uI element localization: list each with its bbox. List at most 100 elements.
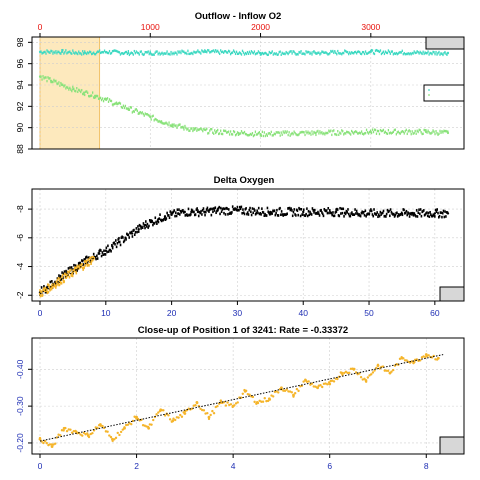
data-sample [135, 227, 138, 230]
data-sample [434, 52, 436, 56]
data-sample [77, 52, 79, 56]
data-sample [355, 130, 358, 134]
data-sample [66, 85, 68, 89]
data-sample [96, 254, 98, 258]
data-sample [199, 51, 201, 54]
data-sample [290, 207, 292, 210]
data-sample [63, 52, 65, 55]
data-sample [404, 130, 406, 133]
data-sample [306, 51, 308, 54]
data-sample [325, 131, 327, 135]
data-sample [252, 134, 255, 138]
data-sample [84, 263, 87, 267]
data-sample [262, 211, 265, 214]
data-sample [47, 76, 49, 79]
data-sample [107, 244, 109, 248]
data-sample [346, 130, 348, 134]
data-sample [280, 53, 282, 57]
data-sample [140, 112, 142, 115]
panel-3-grid [32, 338, 464, 454]
data-sample [377, 215, 379, 219]
data-sample [201, 213, 203, 216]
data-sample [243, 53, 246, 56]
data-sample [111, 50, 114, 53]
data-sample [382, 50, 385, 53]
data-sample [407, 52, 409, 55]
data-sample [437, 211, 439, 215]
data-sample [415, 209, 418, 212]
data-sample [53, 78, 55, 82]
data-sample [60, 52, 62, 55]
data-sample [238, 208, 240, 212]
data-sample [212, 131, 214, 134]
data-sample [235, 50, 238, 54]
data-sample [162, 122, 164, 125]
data-sample [403, 208, 405, 212]
data-sample [44, 76, 46, 79]
data-sample [186, 52, 188, 56]
panel-2-frame [31, 188, 465, 302]
data-sample [374, 128, 377, 132]
data-sample [443, 215, 446, 219]
data-sample [159, 120, 161, 124]
data-sample [356, 132, 359, 135]
data-sample [301, 52, 303, 56]
data-sample [57, 82, 59, 86]
data-sample [420, 214, 423, 218]
data-sample [73, 263, 75, 267]
tick-label-x: 0 [38, 308, 43, 318]
data-sample [275, 211, 277, 215]
data-sample [303, 52, 305, 55]
data-sample [177, 416, 180, 419]
data-sample [137, 230, 140, 233]
data-sample [182, 125, 184, 129]
data-sample [169, 53, 171, 56]
data-sample [151, 219, 153, 223]
data-sample [196, 50, 198, 54]
data-sample [70, 88, 72, 91]
data-sample [376, 49, 379, 52]
data-sample [267, 53, 269, 56]
data-sample [431, 131, 433, 134]
data-sample [376, 129, 379, 133]
data-sample [211, 128, 213, 131]
data-sample [245, 207, 247, 210]
data-sample [255, 52, 258, 55]
data-sample [278, 131, 280, 135]
data-sample [63, 270, 66, 273]
data-sample [143, 224, 146, 227]
data-sample [205, 208, 208, 211]
tick-label-x: 0 [38, 461, 43, 471]
data-sample [312, 50, 314, 54]
data-sample [261, 207, 263, 210]
data-sample [206, 127, 208, 130]
data-sample [91, 52, 94, 55]
data-sample [296, 133, 298, 137]
data-sample [115, 101, 118, 104]
data-sample [408, 52, 410, 56]
data-sample [81, 266, 84, 270]
data-sample [128, 53, 131, 57]
data-sample [266, 53, 268, 57]
data-sample [141, 226, 144, 229]
data-sample [152, 418, 155, 422]
series-1-dense-band [39, 48, 449, 57]
data-sample [336, 377, 339, 381]
data-sample [45, 441, 48, 445]
data-sample [57, 282, 59, 285]
data-sample [358, 50, 361, 54]
data-sample [427, 211, 430, 215]
data-sample [229, 52, 232, 56]
data-sample [339, 206, 341, 210]
data-sample [340, 212, 342, 215]
data-sample [377, 129, 380, 133]
data-sample [223, 129, 225, 132]
data-sample [264, 134, 266, 138]
data-sample [385, 51, 388, 54]
data-sample [40, 290, 43, 293]
data-sample [345, 50, 347, 53]
data-sample [366, 131, 369, 134]
data-sample [326, 52, 328, 55]
data-sample [165, 217, 168, 220]
data-sample [401, 49, 403, 53]
